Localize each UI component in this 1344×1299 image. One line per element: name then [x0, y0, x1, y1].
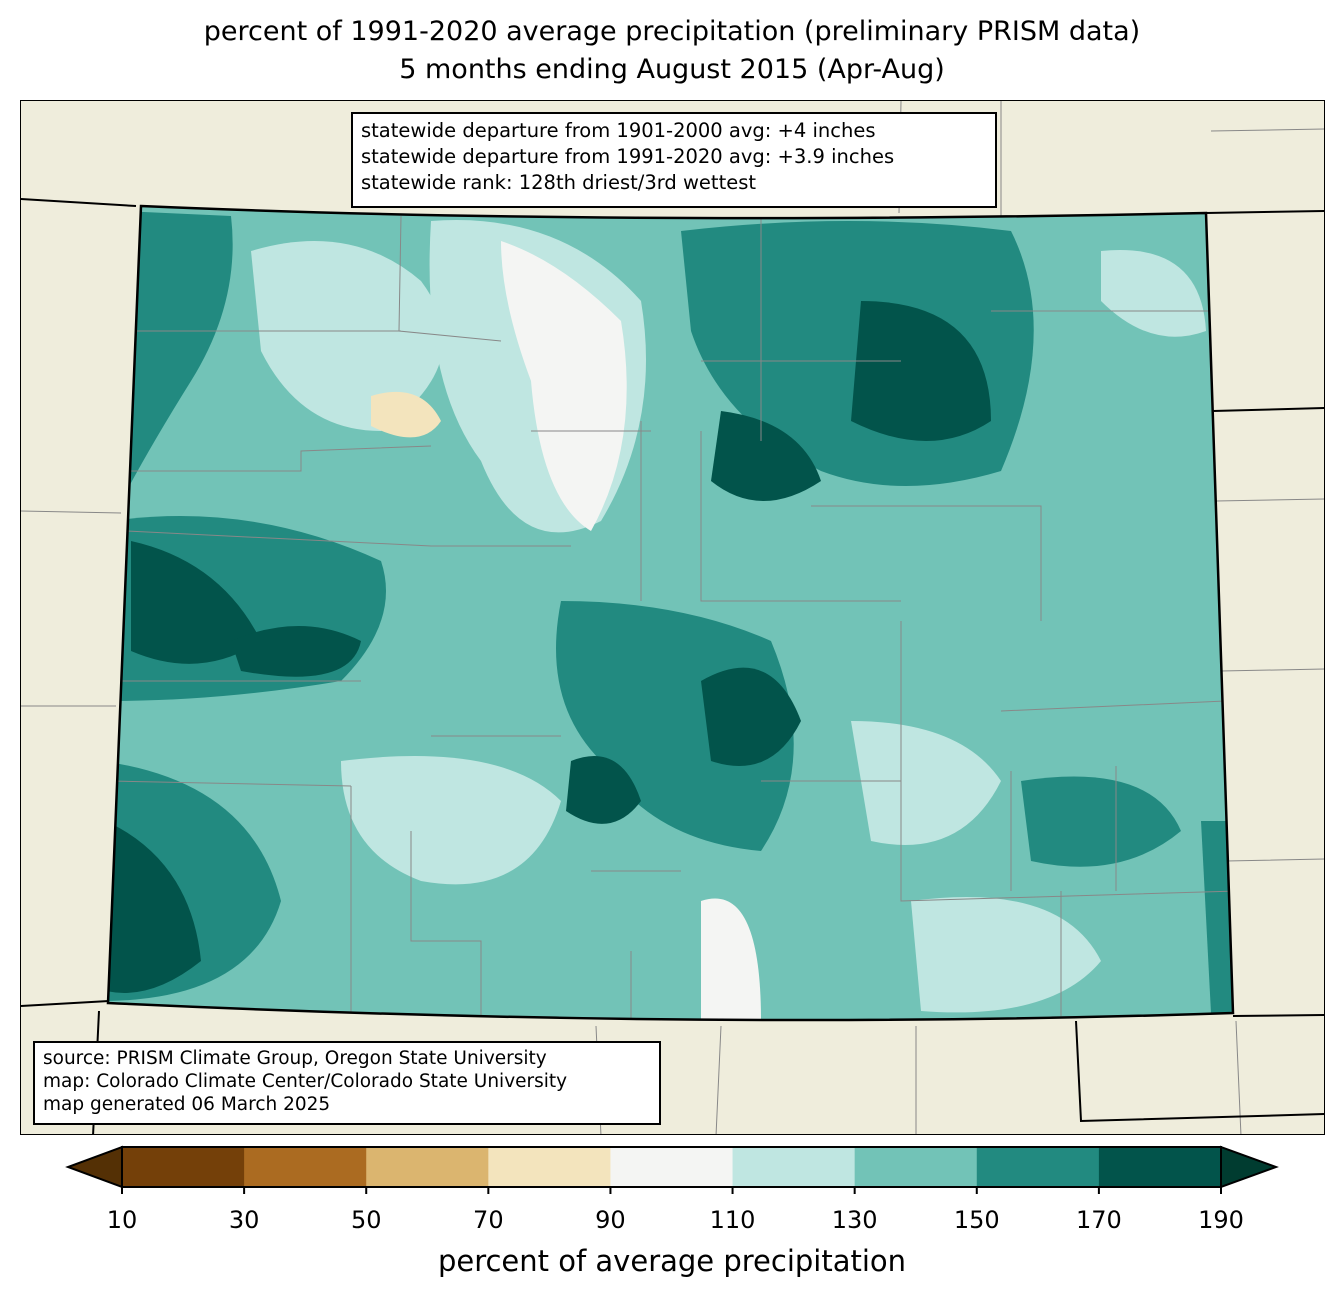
county-lines [110, 215, 1233, 1021]
colorbar-segment [610, 1147, 734, 1187]
colorado-border [106, 204, 1235, 1022]
precipitation-field [108, 206, 1233, 1021]
credits-box: source: PRISM Climate Group, Oregon Stat… [33, 1041, 661, 1125]
colorbar-tick-label: 110 [709, 1206, 756, 1234]
credits-line-2: map: Colorado Climate Center/Colorado St… [43, 1071, 568, 1092]
colorbar-segment [488, 1147, 611, 1187]
colorbar-segment [732, 1147, 856, 1187]
precipitation-map: statewide departure from 1901-2000 avg: … [20, 100, 1325, 1135]
colorbar-tick-label: 130 [831, 1206, 878, 1234]
colorbar [65, 1145, 1279, 1194]
stats-line-2: statewide departure from 1991-2020 avg: … [361, 145, 895, 168]
colorbar-over-arrow [1220, 1145, 1279, 1189]
stats-line-3: statewide rank: 128th driest/3rd wettest [361, 171, 757, 194]
colorbar-tick-label: 170 [1075, 1206, 1122, 1234]
colorbar-tick-label: 70 [473, 1206, 504, 1234]
colorbar-segment [244, 1147, 367, 1187]
stats-line-1: statewide departure from 1901-2000 avg: … [361, 119, 876, 142]
colorbar-tick-label: 150 [953, 1206, 1000, 1234]
colorbar-tick-label: 190 [1198, 1206, 1244, 1234]
credits-line-1: source: PRISM Climate Group, Oregon Stat… [43, 1048, 547, 1069]
map-subtitle: 5 months ending August 2015 (Apr-Aug) [399, 54, 945, 85]
colorbar-segment [1098, 1147, 1222, 1187]
colorbar-label: percent of average precipitation [437, 1244, 907, 1278]
statewide-stats-box: statewide departure from 1901-2000 avg: … [351, 112, 997, 208]
map-title: percent of 1991-2020 average precipitati… [203, 16, 1141, 47]
colorbar-frame [121, 1146, 1222, 1188]
colorbar-tick-label: 30 [228, 1206, 260, 1234]
state-borders [21, 198, 1324, 1134]
colorbar-tick-label: 10 [106, 1206, 138, 1234]
colorbar-tick-label: 50 [350, 1206, 382, 1234]
colorbar-tick-label: 90 [595, 1206, 626, 1234]
colorbar-segment [122, 1147, 245, 1187]
credits-line-3: map generated 06 March 2025 [43, 1094, 331, 1115]
colorbar-under-arrow [65, 1145, 123, 1189]
colorbar-segment [854, 1147, 978, 1187]
colorado-map-svg [21, 101, 1324, 1134]
colorbar-segment [366, 1147, 489, 1187]
colorbar-segment [976, 1147, 1100, 1187]
